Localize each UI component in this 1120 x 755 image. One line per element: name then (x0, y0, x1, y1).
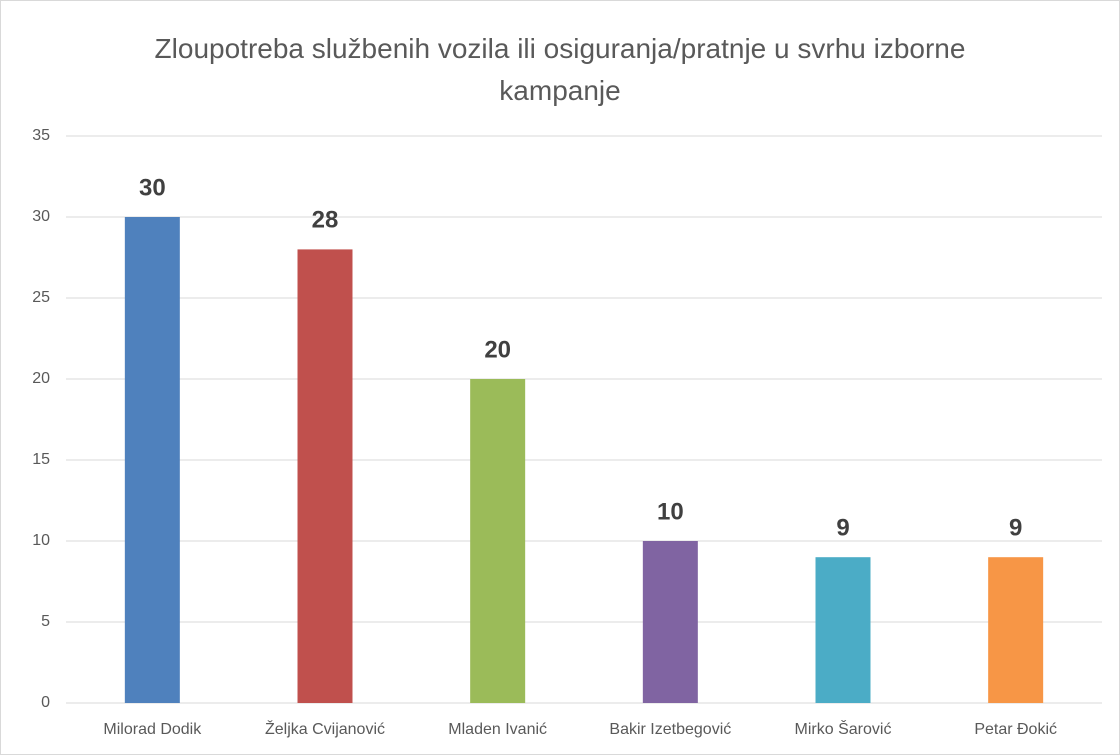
bar (470, 379, 526, 703)
data-label: 10 (657, 498, 684, 525)
y-tick-label: 20 (32, 370, 50, 387)
y-tick-label: 35 (32, 127, 50, 144)
x-tick-label: Bakir Izetbegović (609, 721, 731, 738)
x-tick-label: Milorad Dodik (103, 721, 202, 738)
y-tick-label: 0 (41, 694, 50, 711)
x-tick-label: Mladen Ivanić (448, 721, 547, 738)
x-tick-label: Željka Cvijanović (265, 719, 385, 738)
x-tick-label: Petar Đokić (974, 721, 1057, 738)
data-label: 9 (1009, 515, 1022, 542)
data-label: 20 (484, 336, 511, 363)
chart-title: Zloupotreba službenih vozila ili osigura… (154, 33, 966, 106)
y-tick-label: 15 (32, 451, 50, 468)
y-tick-label: 5 (41, 613, 50, 630)
data-label: 9 (836, 515, 849, 542)
y-tick-label: 25 (32, 289, 50, 306)
x-tick-label: Mirko Šarović (795, 719, 892, 738)
y-tick-label: 10 (32, 532, 50, 549)
y-tick-label: 30 (32, 208, 50, 225)
bar (297, 249, 353, 703)
bar (642, 541, 698, 703)
data-label: 30 (139, 174, 166, 201)
bar (124, 217, 180, 703)
data-label: 28 (312, 207, 339, 234)
bar (815, 557, 871, 703)
bar (988, 557, 1044, 703)
